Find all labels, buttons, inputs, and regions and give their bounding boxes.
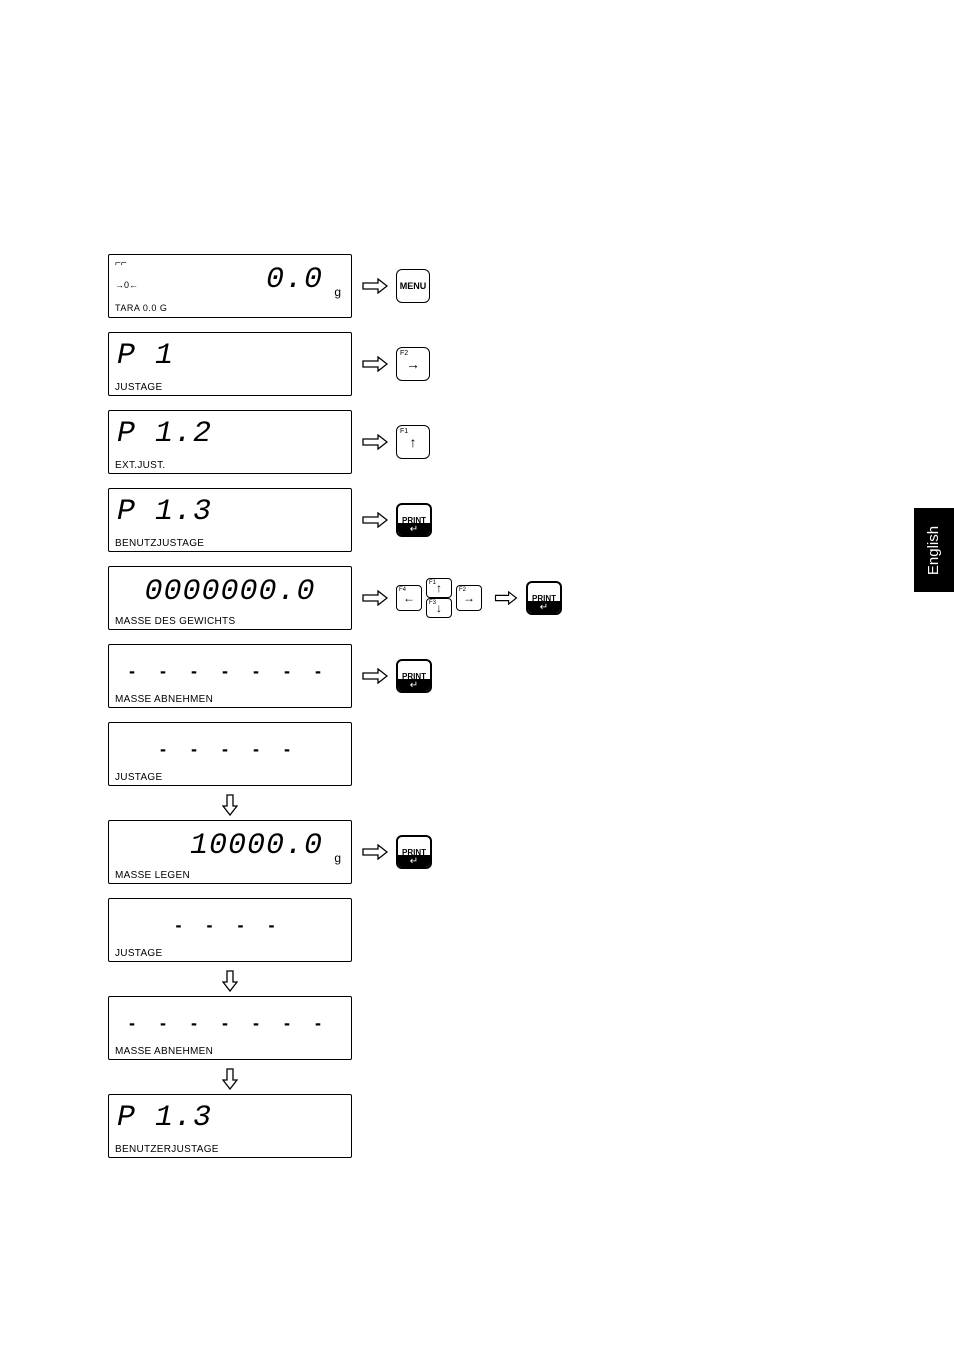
lcd-main: P 1.3: [117, 1103, 212, 1133]
lcd-dashes: - - - - - - -: [109, 1013, 351, 1034]
print-button[interactable]: PRINT ↵: [526, 581, 562, 615]
lcd-display: P 1 JUSTAGE: [108, 332, 352, 396]
enter-icon: ↵: [398, 523, 430, 535]
lcd-main: P 1.3: [117, 497, 212, 527]
print-button[interactable]: PRINT ↵: [396, 659, 432, 693]
arrow-down-icon: [222, 794, 238, 816]
enter-icon: ↵: [528, 601, 560, 613]
lcd-label: JUSTAGE: [115, 383, 345, 393]
flow-step: 0000000.0 MASSE DES GEWICHTS F4← F1↑ F3↓ …: [108, 566, 568, 630]
flow-arrow-down: [108, 1068, 352, 1090]
lcd-main: 0.0: [266, 265, 323, 295]
f-button-glyph: ↑: [410, 435, 417, 449]
lcd-display: P 1.2 EXT.JUST.: [108, 410, 352, 474]
arrow-right-icon: [362, 356, 388, 372]
navpad: F4← F1↑ F3↓ F2→: [394, 578, 484, 618]
lcd-display: - - - - JUSTAGE: [108, 898, 352, 962]
f-button[interactable]: F1 ↑: [396, 425, 430, 459]
flow-arrow-down: [108, 794, 352, 816]
arrow-right-icon: [362, 278, 388, 294]
lcd-annot-top: ⌐⌐: [115, 259, 127, 269]
flow-step: P 1.3 BENUTZERJUSTAGE: [108, 1094, 568, 1158]
lcd-dashes: - - - - -: [109, 739, 351, 760]
flow-step: - - - - - - - MASSE ABNEHMEN PRINT ↵: [108, 644, 568, 708]
arrow-right-icon: [362, 512, 388, 528]
enter-icon: ↵: [398, 679, 430, 691]
nav-down-button[interactable]: F3↓: [426, 598, 452, 618]
lcd-unit: g: [334, 851, 341, 865]
lcd-annot-bot: TARA 0.0 G: [115, 304, 167, 313]
arrow-right-icon: [362, 434, 388, 450]
flow-step: - - - - JUSTAGE: [108, 898, 568, 962]
lcd-label: BENUTZJUSTAGE: [115, 539, 345, 549]
lcd-label: MASSE LEGEN: [115, 871, 345, 881]
lcd-main: 0000000.0: [109, 577, 351, 607]
nav-up-button[interactable]: F1↑: [426, 578, 452, 598]
flow-step: - - - - - JUSTAGE: [108, 722, 568, 786]
menu-button[interactable]: MENU: [396, 269, 430, 303]
lcd-display: - - - - - - - MASSE ABNEHMEN: [108, 644, 352, 708]
f-button-corner: F1: [400, 428, 408, 435]
print-button[interactable]: PRINT ↵: [396, 503, 432, 537]
flow-step: - - - - - - - MASSE ABNEHMEN: [108, 996, 568, 1060]
flow-step: P 1.3 BENUTZJUSTAGE PRINT ↵: [108, 488, 568, 552]
lcd-main: P 1: [117, 341, 174, 371]
arrow-right-icon: [362, 844, 388, 860]
language-tab[interactable]: English: [914, 508, 954, 592]
flow-step: P 1 JUSTAGE F2 →: [108, 332, 568, 396]
lcd-label: JUSTAGE: [115, 949, 345, 959]
lcd-label: MASSE ABNEHMEN: [115, 695, 345, 705]
flow-arrow-down: [108, 970, 352, 992]
f-button[interactable]: F2 →: [396, 347, 430, 381]
lcd-display: - - - - - JUSTAGE: [108, 722, 352, 786]
f-button-glyph: →: [406, 357, 420, 371]
menu-button-label: MENU: [400, 281, 427, 291]
f-button-corner: F2: [400, 350, 408, 357]
lcd-display: P 1.3 BENUTZJUSTAGE: [108, 488, 352, 552]
nav-left-button[interactable]: F4←: [396, 585, 422, 611]
lcd-display: - - - - - - - MASSE ABNEHMEN: [108, 996, 352, 1060]
arrow-down-icon: [222, 970, 238, 992]
lcd-label: MASSE DES GEWICHTS: [115, 617, 345, 627]
lcd-dashes: - - - -: [109, 915, 351, 936]
lcd-label: JUSTAGE: [115, 773, 345, 783]
lcd-label: EXT.JUST.: [115, 461, 345, 471]
arrow-right-icon: [362, 668, 388, 684]
lcd-display: P 1.3 BENUTZERJUSTAGE: [108, 1094, 352, 1158]
lcd-dashes: - - - - - - -: [109, 661, 351, 682]
flow-step: 10000.0 g MASSE LEGEN PRINT ↵: [108, 820, 568, 884]
lcd-display: 10000.0 g MASSE LEGEN: [108, 820, 352, 884]
flow-step: ⌐⌐ →0← 0.0 g TARA 0.0 G MENU: [108, 254, 568, 318]
arrow-right-icon: [494, 591, 518, 605]
flow-step: P 1.2 EXT.JUST. F1 ↑: [108, 410, 568, 474]
lcd-label: BENUTZERJUSTAGE: [115, 1145, 345, 1155]
lcd-main: P 1.2: [117, 419, 212, 449]
nav-right-button[interactable]: F2→: [456, 585, 482, 611]
arrow-right-icon: [362, 590, 388, 606]
lcd-annot-mid: →0←: [115, 281, 138, 290]
lcd-display: 0000000.0 MASSE DES GEWICHTS: [108, 566, 352, 630]
language-tab-label: English: [926, 525, 943, 574]
print-button[interactable]: PRINT ↵: [396, 835, 432, 869]
lcd-unit: g: [334, 285, 341, 299]
flow-diagram: ⌐⌐ →0← 0.0 g TARA 0.0 G MENU P 1 JUSTAGE F2 →…: [108, 254, 568, 1172]
enter-icon: ↵: [398, 855, 430, 867]
lcd-main: 10000.0: [190, 831, 323, 861]
lcd-display: ⌐⌐ →0← 0.0 g TARA 0.0 G: [108, 254, 352, 318]
lcd-label: MASSE ABNEHMEN: [115, 1047, 345, 1057]
arrow-down-icon: [222, 1068, 238, 1090]
